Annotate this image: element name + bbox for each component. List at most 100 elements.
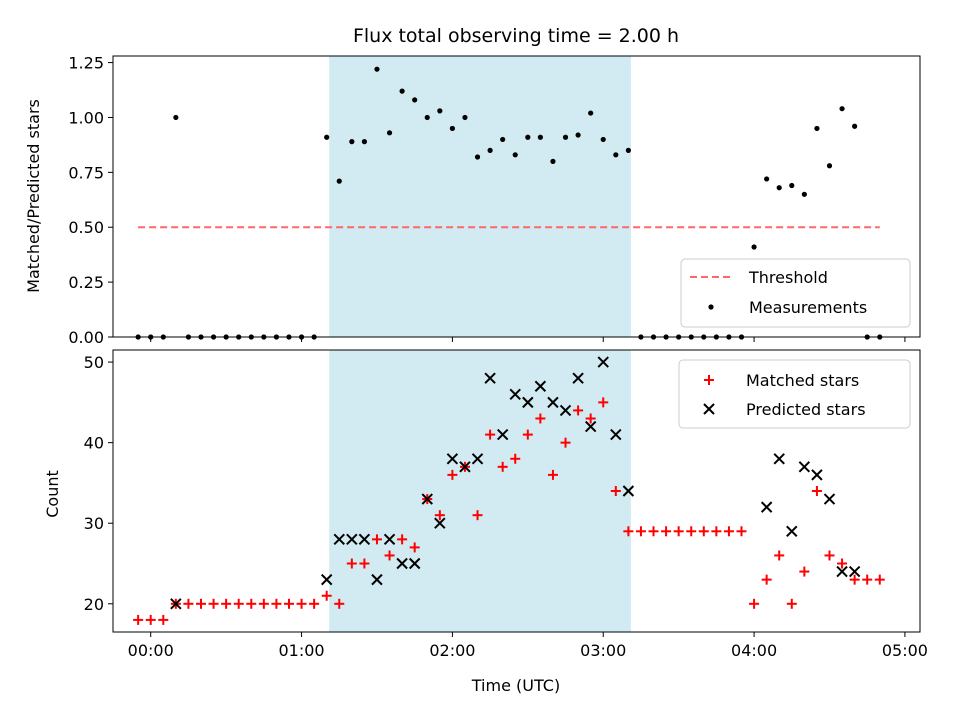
bottom-x-tick-label: 04:00 xyxy=(731,641,777,660)
measurement-point xyxy=(399,88,405,94)
matched-star-point xyxy=(560,437,571,448)
matched-star-point xyxy=(598,397,609,408)
bottom-y-tick-label: 50 xyxy=(84,353,104,372)
predicted-star-point xyxy=(760,501,773,513)
predicted-star-point-b xyxy=(371,573,383,586)
measurement-point xyxy=(512,152,518,158)
predicted-star-point xyxy=(836,565,848,578)
predicted-star-point xyxy=(484,372,496,384)
predicted-star-point-b xyxy=(786,525,798,537)
matched-star-point xyxy=(774,550,785,561)
measurement-point xyxy=(625,147,631,153)
predicted-star-point xyxy=(496,428,509,441)
matched-star-point xyxy=(271,598,282,609)
matched-star-point xyxy=(309,598,320,609)
predicted-star-point-b xyxy=(459,461,471,473)
matched-star-point xyxy=(661,526,672,537)
matched-star-point xyxy=(359,558,370,569)
legend-predicted-label: Predicted stars xyxy=(746,400,866,419)
predicted-star-point-b xyxy=(346,533,358,546)
predicted-star-point-b xyxy=(484,372,496,384)
measurement-point xyxy=(776,185,782,191)
measurement-point xyxy=(462,114,468,121)
top-y-axis-label: Matched/Predicted stars xyxy=(24,99,43,293)
predicted-star-point-b xyxy=(522,396,534,409)
matched-star-point xyxy=(761,574,772,585)
matched-star-point xyxy=(749,598,760,609)
matched-star-point xyxy=(246,598,257,609)
predicted-star-point-b xyxy=(170,598,182,610)
bottom-y-axis-label: Count xyxy=(43,470,62,518)
measurement-point xyxy=(550,158,556,164)
predicted-star-point xyxy=(786,525,798,537)
top-legend: Threshold Measurements xyxy=(680,258,911,328)
bottom-legend: Matched stars Predicted stars xyxy=(678,359,911,429)
measurement-point xyxy=(173,114,179,121)
matched-star-point xyxy=(497,461,508,472)
measurement-point xyxy=(537,134,543,140)
matched-star-point xyxy=(799,566,810,577)
measurement-point xyxy=(751,244,757,250)
measurement-point xyxy=(437,108,443,114)
measurement-point xyxy=(449,125,455,132)
matched-star-point xyxy=(334,598,345,609)
matched-star-point xyxy=(837,558,848,569)
matched-star-point xyxy=(585,413,596,424)
predicted-star-point xyxy=(622,485,635,497)
matched-star-point xyxy=(786,598,797,609)
legend-threshold-label: Threshold xyxy=(748,268,828,287)
bottom-x-tick-label: 05:00 xyxy=(882,641,928,660)
matched-star-point xyxy=(145,614,156,625)
predicted-star-point-b xyxy=(383,533,396,546)
top-y-tick-label: 0.00 xyxy=(68,328,104,347)
predicted-star-point-b xyxy=(823,493,836,505)
measurement-point xyxy=(613,152,619,158)
predicted-star-point-b xyxy=(559,404,572,417)
matched-star-point xyxy=(321,590,332,601)
x-axis-label: Time (UTC) xyxy=(471,676,560,695)
predicted-star-point-b xyxy=(848,565,861,578)
predicted-star-point-b xyxy=(773,453,785,465)
bottom-shaded-interval xyxy=(329,350,631,632)
measurement-point xyxy=(814,125,820,132)
measurement-point xyxy=(374,66,380,72)
matched-star-point xyxy=(849,574,860,585)
measurement-point xyxy=(600,136,606,143)
matched-star-point xyxy=(547,469,558,480)
bottom-x-tick-label: 00:00 xyxy=(128,641,174,660)
predicted-star-point xyxy=(333,533,345,546)
predicted-star-point xyxy=(597,356,609,368)
predicted-star-point-b xyxy=(446,453,459,465)
matched-star-point xyxy=(221,598,232,609)
measurement-point xyxy=(525,134,531,140)
predicted-star-point xyxy=(434,517,446,529)
matched-star-point xyxy=(862,574,873,585)
matched-star-point xyxy=(472,510,483,521)
measurement-point xyxy=(575,132,581,138)
matched-star-point xyxy=(133,614,144,625)
measurement-point xyxy=(789,182,795,189)
predicted-star-point xyxy=(610,428,622,441)
matched-star-point xyxy=(283,598,294,609)
matched-star-point xyxy=(874,574,885,585)
measurement-point xyxy=(487,147,493,153)
chart-title: Flux total observing time = 2.00 h xyxy=(353,25,679,47)
matched-star-point xyxy=(485,429,496,440)
matched-star-point xyxy=(698,526,709,537)
measurement-point xyxy=(336,178,342,184)
predicted-star-point xyxy=(408,557,421,570)
bottom-axes-frame xyxy=(112,349,921,633)
top-y-tick-label: 1.00 xyxy=(68,108,104,127)
matched-star-point xyxy=(208,598,219,609)
top-axes-frame xyxy=(112,55,921,338)
matched-star-point xyxy=(711,526,722,537)
legend-predicted-swatch-b xyxy=(703,403,715,415)
measurement-point xyxy=(826,163,833,169)
matched-star-point xyxy=(610,486,621,496)
predicted-star-point-b xyxy=(408,557,421,570)
top-y-tick-label: 0.25 xyxy=(68,273,104,292)
matched-star-point xyxy=(183,598,194,609)
measurement-point xyxy=(500,136,506,143)
predicted-star-point xyxy=(559,404,572,417)
measurement-point xyxy=(588,110,594,116)
